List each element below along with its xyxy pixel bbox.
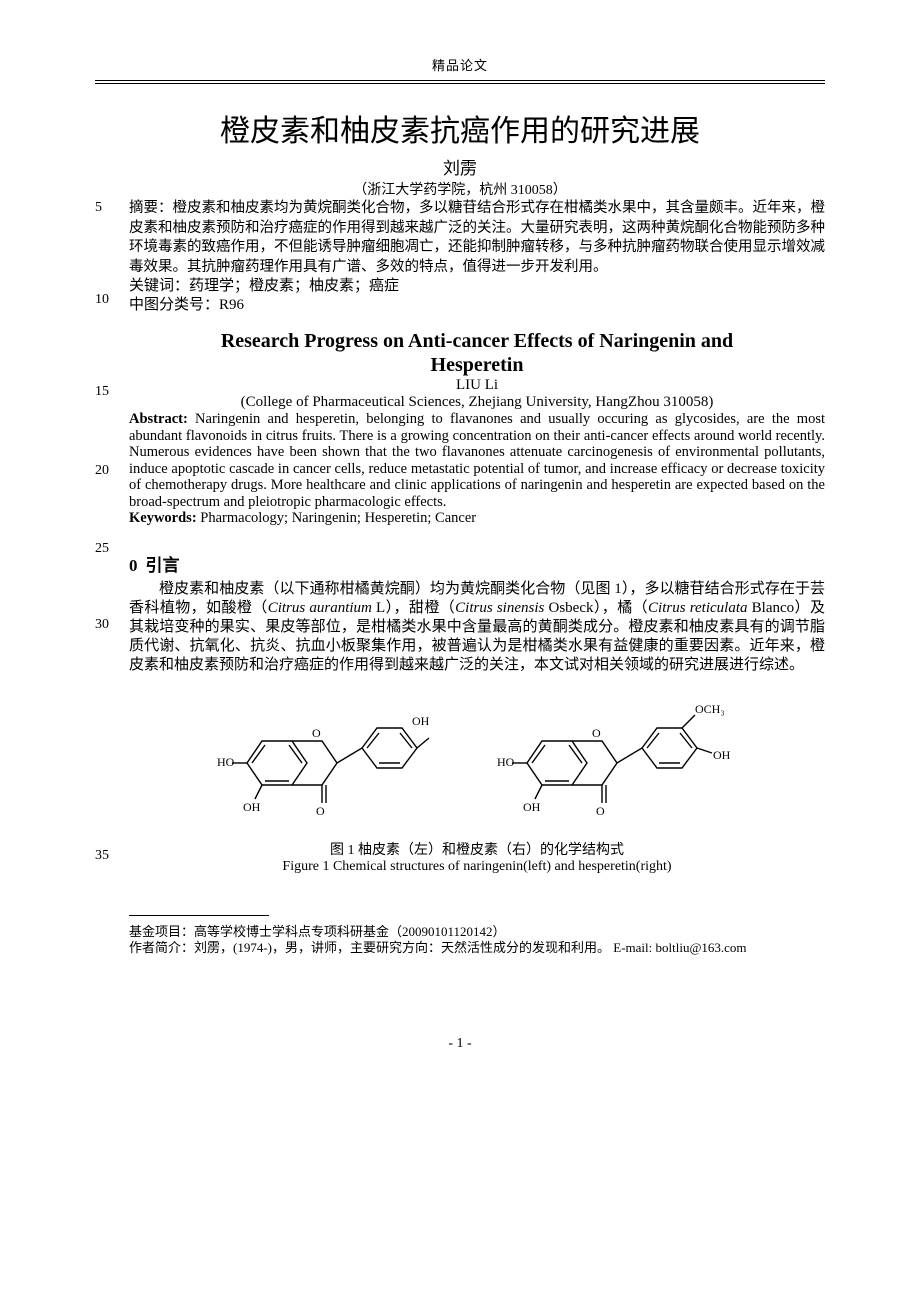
footnote-author-text: 刘雳，(1974-)，男，讲师，主要研究方向：天然活性成分的发现和利用。 E-m… bbox=[194, 940, 747, 955]
line-number: 5 bbox=[95, 200, 129, 216]
footnote-fund-label: 基金项目： bbox=[129, 924, 194, 939]
line-number: 30 bbox=[95, 617, 129, 633]
title-chinese: 橙皮素和柚皮素抗癌作用的研究进展 bbox=[95, 106, 825, 150]
spacer bbox=[129, 527, 825, 537]
oxygen-label: O bbox=[316, 804, 325, 818]
ho-label: HO bbox=[497, 755, 515, 769]
intro-text: L），甜橙（ bbox=[372, 600, 455, 616]
affiliation-chinese: （浙江大学药学院，杭州 310058） bbox=[95, 179, 825, 199]
figure-1: O O HO OH OH bbox=[129, 693, 825, 833]
line-number: 20 bbox=[95, 463, 129, 479]
abstract-cn-label: 摘要： bbox=[129, 200, 173, 216]
och3-label: OCH₃ bbox=[695, 702, 725, 716]
abstract-cn-text: 橙皮素和柚皮素均为黄烷酮类化合物，多以糖苷结合形式存在柑橘类水果中，其含量颇丰。… bbox=[129, 200, 825, 275]
section-number: 0 bbox=[129, 556, 138, 575]
footnote-funding: 基金项目：高等学校博士学科点专项科研基金（20090101120142） bbox=[129, 924, 825, 940]
keywords-en-label: Keywords: bbox=[129, 510, 197, 526]
ho-label: HO bbox=[217, 755, 235, 769]
oh-label: OH bbox=[713, 748, 731, 762]
latin-name: Citrus sinensis bbox=[455, 600, 544, 616]
keywords-chinese: 关键词：药理学；橙皮素；柚皮素；癌症 bbox=[129, 277, 825, 296]
abstract-en-text: Naringenin and hesperetin, belonging to … bbox=[129, 411, 825, 510]
page-number: - 1 - bbox=[95, 1036, 825, 1052]
line-number: 10 bbox=[95, 292, 129, 308]
title-en-line2: Hesperetin bbox=[431, 354, 524, 376]
oxygen-label: O bbox=[312, 726, 321, 740]
figure-caption-english: Figure 1 Chemical structures of naringen… bbox=[129, 859, 825, 875]
section-title: 引言 bbox=[146, 556, 180, 575]
line-number-gutter: 5 10 15 20 25 30 35 bbox=[95, 199, 129, 864]
oh-label: OH bbox=[243, 800, 261, 814]
header-rule bbox=[95, 83, 825, 84]
figure-caption-chinese: 图 1 柚皮素（左）和橙皮素（右）的化学结构式 bbox=[129, 839, 825, 859]
content-with-linenumbers: 5 10 15 20 25 30 35 摘要：橙皮素和柚皮素均为黄烷酮类化合物，… bbox=[95, 199, 825, 956]
abstract-chinese: 摘要：橙皮素和柚皮素均为黄烷酮类化合物，多以糖苷结合形式存在柑橘类水果中，其含量… bbox=[129, 199, 825, 277]
oh-label: OH bbox=[523, 800, 541, 814]
page: 精品论文 橙皮素和柚皮素抗癌作用的研究进展 刘雳 （浙江大学药学院，杭州 310… bbox=[0, 0, 920, 1082]
intro-text: Osbeck），橘（ bbox=[544, 600, 648, 616]
oh-label: OH bbox=[412, 714, 430, 728]
keywords-cn-label: 关键词： bbox=[129, 278, 189, 294]
intro-paragraph: 橙皮素和柚皮素（以下通称柑橘黄烷酮）均为黄烷酮类化合物（见图 1），多以糖苷结合… bbox=[129, 580, 825, 675]
author-english: LIU Li bbox=[129, 377, 825, 394]
keywords-english: Keywords: Pharmacology; Naringenin; Hesp… bbox=[129, 510, 825, 527]
clc-value: R96 bbox=[219, 297, 244, 313]
naringenin-structure-icon: O O HO OH OH bbox=[217, 693, 437, 833]
abstract-english: Abstract: Naringenin and hesperetin, bel… bbox=[129, 411, 825, 510]
running-header: 精品论文 bbox=[95, 55, 825, 81]
hesperetin-structure-icon: O O HO OH OCH₃ OH bbox=[497, 693, 737, 833]
author-chinese: 刘雳 bbox=[95, 154, 825, 179]
footnote-separator bbox=[129, 915, 269, 916]
line-number: 15 bbox=[95, 384, 129, 400]
affiliation-english: (College of Pharmaceutical Sciences, Zhe… bbox=[129, 394, 825, 411]
line-number: 25 bbox=[95, 541, 129, 557]
title-en-line1: Research Progress on Anti-cancer Effects… bbox=[221, 330, 733, 352]
oxygen-label: O bbox=[596, 804, 605, 818]
text-column: 摘要：橙皮素和柚皮素均为黄烷酮类化合物，多以糖苷结合形式存在柑橘类水果中，其含量… bbox=[129, 199, 825, 956]
footnote-fund-text: 高等学校博士学科点专项科研基金（20090101120142） bbox=[194, 924, 506, 939]
section-heading-0: 0 引言 bbox=[129, 551, 825, 576]
line-number: 35 bbox=[95, 848, 129, 864]
footnote-author-bio: 作者简介：刘雳，(1974-)，男，讲师，主要研究方向：天然活性成分的发现和利用… bbox=[129, 940, 825, 956]
clc-line: 中图分类号：R96 bbox=[129, 296, 825, 315]
abstract-en-label: Abstract: bbox=[129, 411, 188, 427]
clc-label: 中图分类号： bbox=[129, 297, 219, 313]
latin-name: Citrus aurantium bbox=[268, 600, 372, 616]
keywords-cn-text: 药理学；橙皮素；柚皮素；癌症 bbox=[189, 278, 399, 294]
keywords-en-text: Pharmacology; Naringenin; Hesperetin; Ca… bbox=[197, 510, 476, 526]
oxygen-label: O bbox=[592, 726, 601, 740]
footnote-author-label: 作者简介： bbox=[129, 940, 194, 955]
latin-name: Citrus reticulata bbox=[648, 600, 747, 616]
title-english: Research Progress on Anti-cancer Effects… bbox=[129, 329, 825, 377]
